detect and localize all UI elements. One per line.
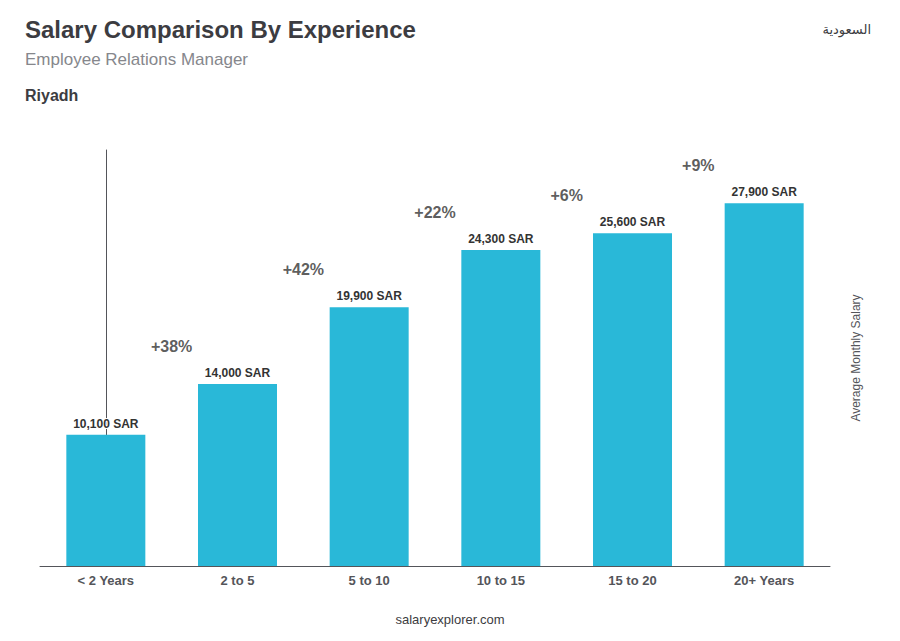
svg-text:10 to 15: 10 to 15: [477, 573, 525, 588]
svg-text:Riyadh: Riyadh: [25, 87, 78, 104]
svg-text:Average Monthly Salary: Average Monthly Salary: [849, 294, 863, 421]
svg-text:+22%: +22%: [414, 204, 455, 221]
svg-text:20+ Years: 20+ Years: [734, 573, 794, 588]
svg-text:15 to 20: 15 to 20: [608, 573, 656, 588]
svg-text:10,100 SAR: 10,100 SAR: [73, 417, 139, 431]
svg-text:السعودية: السعودية: [822, 22, 871, 38]
svg-text:+42%: +42%: [283, 261, 324, 278]
svg-text:+6%: +6%: [550, 187, 582, 204]
svg-text:2 to 5: 2 to 5: [221, 573, 255, 588]
svg-text:+9%: +9%: [682, 157, 714, 174]
svg-text:24,300 SAR: 24,300 SAR: [468, 232, 534, 246]
svg-text:25,600 SAR: 25,600 SAR: [600, 215, 666, 229]
svg-text:Employee Relations Manager: Employee Relations Manager: [25, 50, 248, 69]
svg-text:Salary Comparison By Experienc: Salary Comparison By Experience: [25, 16, 416, 43]
svg-text:< 2 Years: < 2 Years: [78, 573, 135, 588]
svg-text:27,900 SAR: 27,900 SAR: [731, 185, 797, 199]
svg-text:+38%: +38%: [151, 338, 192, 355]
svg-text:salaryexplorer.com: salaryexplorer.com: [395, 612, 504, 627]
svg-text:14,000 SAR: 14,000 SAR: [205, 366, 271, 380]
svg-text:5 to 10: 5 to 10: [349, 573, 390, 588]
svg-text:19,900 SAR: 19,900 SAR: [336, 289, 402, 303]
